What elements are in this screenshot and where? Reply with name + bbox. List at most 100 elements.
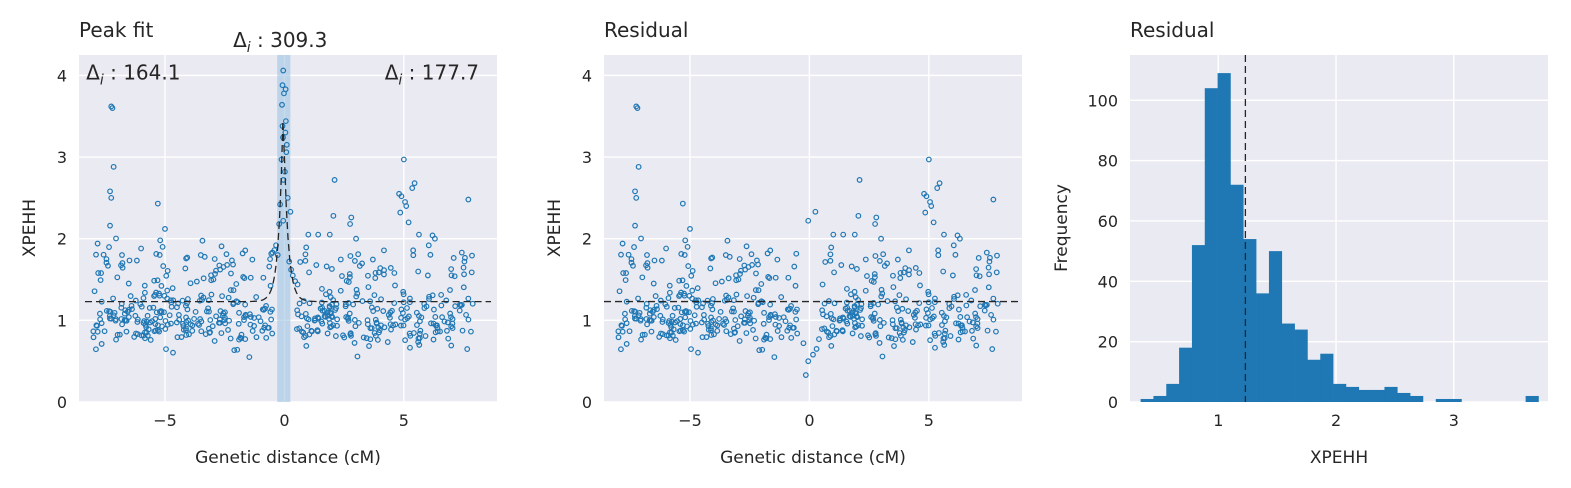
data-point [126,257,133,264]
data-point [460,284,467,291]
data-point [672,337,679,343]
data-point [648,328,655,335]
data-point [216,319,222,326]
delta-annotation: Δi : 309.3 [233,28,327,56]
histogram-bar [1410,395,1424,402]
data-point [663,245,670,252]
data-point [947,333,954,339]
data-point [207,317,214,323]
data-point [355,319,362,326]
data-point [771,354,778,360]
data-point [400,291,407,298]
data-point [211,256,218,262]
data-point [916,300,923,307]
data-point [663,332,670,339]
data-point [876,316,883,323]
data-point [831,331,838,338]
histogram-bar [1166,383,1180,402]
data-point [687,318,694,324]
histogram-bar [1153,395,1167,402]
data-point [354,353,361,360]
residual-scatter-x-axis-label: Genetic distance (cM) [720,448,906,468]
data-point [374,305,381,312]
data-point [962,328,968,335]
data-point [676,328,683,335]
data-point [778,294,785,300]
data-point [328,266,335,272]
data-point [183,319,190,325]
data-point [255,314,262,321]
data-point [302,251,309,258]
data-point [728,308,735,315]
histogram-bar [1217,73,1231,403]
data-point [95,270,102,276]
data-point [682,314,689,321]
data-point [376,327,383,334]
data-point [163,272,170,279]
data-point [708,325,714,332]
data-point [831,269,837,276]
data-point [899,336,906,343]
data-point [400,156,407,163]
data-point [447,310,454,317]
data-point [635,163,642,170]
data-point [675,304,682,311]
data-point [353,235,359,242]
data-point [827,257,834,264]
data-point [207,329,213,336]
data-point [460,264,467,271]
data-point [329,314,336,320]
data-point [639,331,646,338]
data-point [315,314,321,321]
data-point [306,331,313,338]
data-point [267,256,273,263]
data-point [123,328,130,335]
data-point [805,358,812,365]
data-point [441,318,448,325]
data-point [888,335,895,342]
data-point [445,335,452,342]
data-point [438,291,445,298]
data-point [97,316,104,323]
data-point [973,314,979,320]
data-point [871,271,878,277]
data-point [766,314,772,321]
data-point [313,262,320,268]
data-point [144,332,151,339]
data-point [427,251,434,258]
data-point [274,252,281,258]
data-point [157,314,164,321]
data-point [118,304,125,311]
data-point [469,300,476,307]
data-point [444,319,451,326]
data-point [205,297,212,304]
data-point [846,313,853,320]
data-point [683,282,690,289]
data-point [685,263,692,269]
data-point [872,331,879,338]
residual-histogram-tick-labels: 1 2 3 0 20 40 60 80 100 [1087,91,1458,430]
data-point [772,314,779,320]
x-tick-label: 1 [1213,411,1223,430]
data-point [468,269,475,276]
data-point [367,325,374,332]
data-point [407,295,413,302]
data-point [758,281,765,287]
data-point [942,327,949,334]
histogram-bar [1320,353,1334,402]
data-point [238,331,245,338]
data-point [372,275,379,281]
data-point [666,289,673,296]
data-point [103,256,110,263]
data-point [990,316,997,323]
data-point [730,305,737,312]
data-point [678,251,685,257]
data-point [147,337,154,343]
data-point [963,302,970,309]
data-point [128,302,135,309]
data-point [975,255,982,261]
data-point [347,331,354,338]
data-point [682,237,689,244]
data-point [186,331,192,338]
data-point [877,323,884,330]
